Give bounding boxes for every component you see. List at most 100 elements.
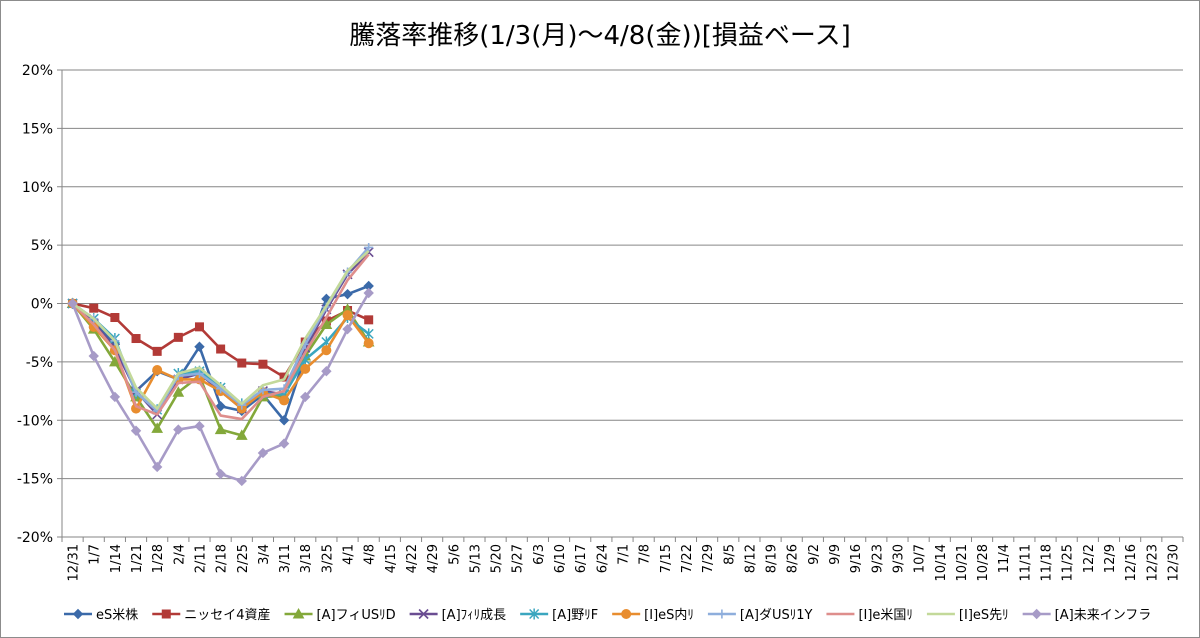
legend-label: [A]ﾌｨﾘ成長 xyxy=(442,608,507,623)
grid-layer xyxy=(62,69,1183,538)
data-point xyxy=(235,429,248,440)
data-point xyxy=(109,355,121,367)
x-tick-label: 9/16 xyxy=(849,544,864,573)
legend-label: [I]eS内ﾘ xyxy=(644,607,694,623)
data-point xyxy=(152,365,163,376)
data-point xyxy=(194,322,204,332)
y-tick-label: 0% xyxy=(31,297,53,313)
x-tick-label: 8/26 xyxy=(786,544,801,573)
data-point xyxy=(194,369,204,379)
x-tick-label: 3/11 xyxy=(278,544,293,573)
x-tick-label: 6/10 xyxy=(553,544,568,573)
legend-swatch-marker xyxy=(717,609,727,619)
series-line xyxy=(71,253,370,421)
legend-label: ニッセイ4資産 xyxy=(184,607,270,623)
x-tick-label: 8/12 xyxy=(743,544,758,573)
x-tick-label: 1/14 xyxy=(109,544,124,573)
legend-item-2: ニッセイ4資産 xyxy=(152,607,271,623)
x-tick-label: 11/25 xyxy=(1061,544,1076,581)
data-point xyxy=(131,334,141,344)
x-tick-label: 1/28 xyxy=(151,544,166,573)
x-tick-label: 7/15 xyxy=(659,544,674,573)
data-point xyxy=(258,359,268,369)
y-tick-label: -20% xyxy=(17,530,53,546)
data-point xyxy=(364,315,374,325)
x-tick-label: 4/8 xyxy=(363,544,378,565)
series-7 xyxy=(68,242,374,416)
x-tick-label: 8/19 xyxy=(765,544,780,573)
x-tick-label: 2/18 xyxy=(215,544,230,573)
series-10 xyxy=(67,287,374,487)
data-point xyxy=(130,425,142,436)
data-point xyxy=(215,468,226,480)
legend: eS米株 ニッセイ4資産 [A]フィUSﾘD [A]ﾌｨﾘ成長 [A]野ﾘF [I]eS内… xyxy=(64,607,1151,623)
x-tick-label: 11/4 xyxy=(997,544,1012,573)
legend-item-10: [A]未来インフラ xyxy=(1022,608,1152,623)
x-tick-label: 9/30 xyxy=(891,544,906,573)
data-point xyxy=(89,303,99,313)
x-tick-label: 5/6 xyxy=(447,544,462,565)
data-point xyxy=(363,338,374,349)
legend-swatch-marker xyxy=(1031,608,1042,620)
data-point xyxy=(109,391,121,403)
legend-item-6: [I]eS内ﾘ xyxy=(612,607,694,623)
legend-item-1: eS米株 xyxy=(64,608,138,623)
data-point xyxy=(110,313,120,323)
x-tick-label: 1/7 xyxy=(88,544,103,565)
data-point xyxy=(363,328,374,340)
legend-label: [A]野ﾘF xyxy=(552,608,598,623)
x-tick-label: 5/20 xyxy=(490,544,505,573)
data-point xyxy=(194,420,205,432)
data-point xyxy=(214,423,227,435)
legend-label: [A]未来インフラ xyxy=(1055,608,1152,623)
y-tick-label: 15% xyxy=(22,121,53,137)
y-tick-label: -10% xyxy=(17,413,53,429)
x-tick-label: 1/21 xyxy=(130,544,145,573)
series-line xyxy=(71,250,370,410)
series-8 xyxy=(71,253,370,421)
legend-swatch-marker xyxy=(529,608,540,620)
legend-item-4: [A]ﾌｨﾘ成長 xyxy=(409,608,507,623)
data-point xyxy=(67,298,78,309)
data-point xyxy=(342,310,353,321)
x-tick-label: 6/24 xyxy=(595,544,610,573)
chart-title: 騰落率推移(1/3(月)～4/8(金))[損益ベース] xyxy=(349,21,851,51)
x-tick-label: 2/25 xyxy=(236,544,251,573)
x-tick-label: 12/30 xyxy=(1166,544,1181,581)
x-tick-label: 4/15 xyxy=(384,544,399,573)
data-point xyxy=(342,288,353,300)
data-point xyxy=(364,242,374,252)
data-point xyxy=(88,350,99,362)
legend-label: [I]eS先ﾘ xyxy=(959,608,1009,623)
legend-item-7: [A]ダUSﾘ1Y xyxy=(707,608,812,623)
x-tick-label: 3/25 xyxy=(320,544,335,573)
x-tick-label: 6/3 xyxy=(532,544,547,565)
x-tick-label: 12/2 xyxy=(1082,544,1097,573)
x-tick-label: 2/11 xyxy=(193,544,208,573)
series-layer xyxy=(66,242,375,487)
data-point xyxy=(194,341,205,352)
x-tick-label: 12/16 xyxy=(1124,544,1139,581)
y-tick-label: 10% xyxy=(22,180,53,196)
y-tick-label: -15% xyxy=(17,472,53,488)
x-tick-label: 12/23 xyxy=(1145,544,1160,581)
x-tick-label: 4/1 xyxy=(342,544,357,565)
legend-item-5: [A]野ﾘF xyxy=(520,608,598,623)
data-point xyxy=(236,475,247,487)
x-tick-label: 6/17 xyxy=(574,544,589,573)
legend-label: eS米株 xyxy=(96,608,138,623)
data-point xyxy=(216,344,226,354)
y-tick-label: 20% xyxy=(22,63,53,79)
data-point xyxy=(278,438,290,449)
x-tick-label: 3/18 xyxy=(299,544,314,573)
x-tick-label: 11/18 xyxy=(1040,544,1055,581)
x-tick-label: 10/14 xyxy=(934,544,949,581)
x-tick-label: 5/13 xyxy=(468,544,483,573)
legend-label: [A]フィUSﾘD xyxy=(317,608,396,623)
x-tick-label: 4/22 xyxy=(405,544,420,573)
data-point xyxy=(172,386,185,397)
x-tick-label: 10/7 xyxy=(913,544,928,573)
y-tick-label: 5% xyxy=(31,238,53,254)
data-point xyxy=(300,391,311,403)
